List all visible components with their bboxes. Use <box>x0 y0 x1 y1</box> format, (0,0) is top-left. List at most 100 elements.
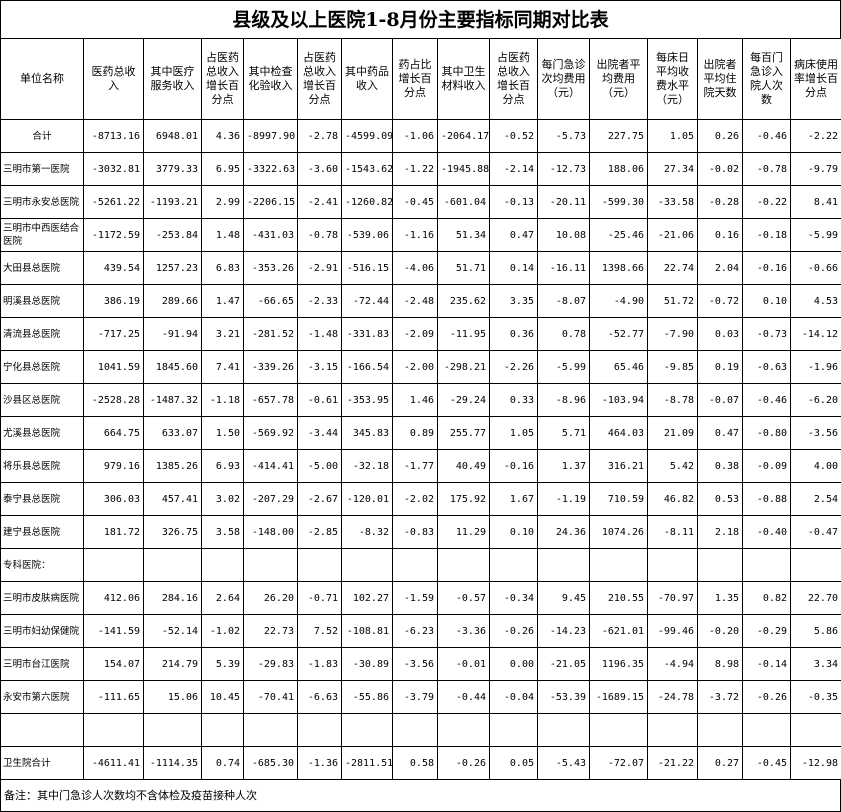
cell: 227.75 <box>590 120 648 153</box>
cell: 1.35 <box>698 582 743 615</box>
cell: 27.34 <box>648 153 698 186</box>
empty-cell <box>590 714 648 747</box>
cell: 6948.01 <box>144 120 202 153</box>
cell: -2.22 <box>791 120 841 153</box>
column-header: 其中医疗服务收入 <box>144 39 202 120</box>
empty-cell <box>244 549 298 582</box>
cell: 46.82 <box>648 483 698 516</box>
cell: 102.27 <box>342 582 393 615</box>
column-header: 占医药总收入增长百分点 <box>202 39 244 120</box>
cell: -0.44 <box>438 681 490 714</box>
cell: 22.70 <box>791 582 841 615</box>
cell: 21.09 <box>648 417 698 450</box>
cell: -0.63 <box>743 351 791 384</box>
cell: -166.54 <box>342 351 393 384</box>
cell: -2.00 <box>393 351 438 384</box>
cell: -1193.21 <box>144 186 202 219</box>
cell: -1.83 <box>298 648 342 681</box>
empty-cell <box>791 714 841 747</box>
cell: -0.26 <box>490 615 538 648</box>
cell: 979.16 <box>84 450 144 483</box>
cell: -0.61 <box>298 384 342 417</box>
cell: -3.15 <box>298 351 342 384</box>
cell: -30.89 <box>342 648 393 681</box>
cell: -52.14 <box>144 615 202 648</box>
cell: 210.55 <box>590 582 648 615</box>
cell: 51.71 <box>438 252 490 285</box>
cell: -1.36 <box>298 747 342 780</box>
cell: -2.67 <box>298 483 342 516</box>
cell: 464.03 <box>590 417 648 450</box>
cell: 8.41 <box>791 186 841 219</box>
unit-name: 三明市中西医结合医院 <box>1 219 84 252</box>
cell: 24.36 <box>538 516 590 549</box>
cell: -1543.62 <box>342 153 393 186</box>
cell: -0.78 <box>298 219 342 252</box>
cell: 181.72 <box>84 516 144 549</box>
cell: -599.30 <box>590 186 648 219</box>
cell: 2.99 <box>202 186 244 219</box>
cell: -1260.82 <box>342 186 393 219</box>
cell: 5.71 <box>538 417 590 450</box>
unit-name: 大田县总医院 <box>1 252 84 285</box>
cell: 2.54 <box>791 483 841 516</box>
cell: -0.73 <box>743 318 791 351</box>
cell: -5.43 <box>538 747 590 780</box>
cell: -14.12 <box>791 318 841 351</box>
cell: -1.16 <box>393 219 438 252</box>
cell: -1.06 <box>393 120 438 153</box>
cell: -0.18 <box>743 219 791 252</box>
column-header: 出院者平均费用（元） <box>590 39 648 120</box>
cell: -29.83 <box>244 648 298 681</box>
empty-cell <box>393 714 438 747</box>
unit-name: 三明市永安总医院 <box>1 186 84 219</box>
cell: 26.20 <box>244 582 298 615</box>
cell: 22.73 <box>244 615 298 648</box>
cell: -5.73 <box>538 120 590 153</box>
cell: -33.58 <box>648 186 698 219</box>
cell: -414.41 <box>244 450 298 483</box>
column-header: 每门急诊次均费用（元） <box>538 39 590 120</box>
cell: -52.77 <box>590 318 648 351</box>
cell: 1.50 <box>202 417 244 450</box>
cell: -2.14 <box>490 153 538 186</box>
cell: 1398.66 <box>590 252 648 285</box>
cell: 0.47 <box>698 417 743 450</box>
blank-row <box>1 714 841 747</box>
cell: 3.02 <box>202 483 244 516</box>
column-header: 其中卫生材料收入 <box>438 39 490 120</box>
cell: -331.83 <box>342 318 393 351</box>
cell: -431.03 <box>244 219 298 252</box>
cell: -2064.17 <box>438 120 490 153</box>
cell: 2.64 <box>202 582 244 615</box>
cell: -3322.63 <box>244 153 298 186</box>
cell: -0.29 <box>743 615 791 648</box>
cell: -1.59 <box>393 582 438 615</box>
cell: 0.33 <box>490 384 538 417</box>
cell: 0.10 <box>743 285 791 318</box>
cell: 5.86 <box>791 615 841 648</box>
cell: 710.59 <box>590 483 648 516</box>
cell: 345.83 <box>342 417 393 450</box>
cell: 289.66 <box>144 285 202 318</box>
cell: -0.83 <box>393 516 438 549</box>
cell: 22.74 <box>648 252 698 285</box>
cell: -0.72 <box>698 285 743 318</box>
cell: 10.08 <box>538 219 590 252</box>
cell: -0.78 <box>743 153 791 186</box>
cell: 3.34 <box>791 648 841 681</box>
unit-name: 三明市妇幼保健院 <box>1 615 84 648</box>
cell: -0.71 <box>298 582 342 615</box>
cell: -55.86 <box>342 681 393 714</box>
cell: 4.36 <box>202 120 244 153</box>
cell: -601.04 <box>438 186 490 219</box>
cell: -5.00 <box>298 450 342 483</box>
cell: 0.26 <box>698 120 743 153</box>
cell: -4611.41 <box>84 747 144 780</box>
cell: -2.33 <box>298 285 342 318</box>
cell: -0.52 <box>490 120 538 153</box>
